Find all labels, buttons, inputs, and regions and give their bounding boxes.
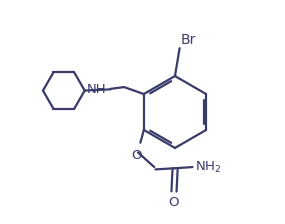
Text: NH$_2$: NH$_2$ xyxy=(195,159,221,175)
Text: O: O xyxy=(132,149,142,162)
Text: Br: Br xyxy=(181,33,196,47)
Text: NH: NH xyxy=(87,83,107,96)
Text: O: O xyxy=(169,196,179,209)
